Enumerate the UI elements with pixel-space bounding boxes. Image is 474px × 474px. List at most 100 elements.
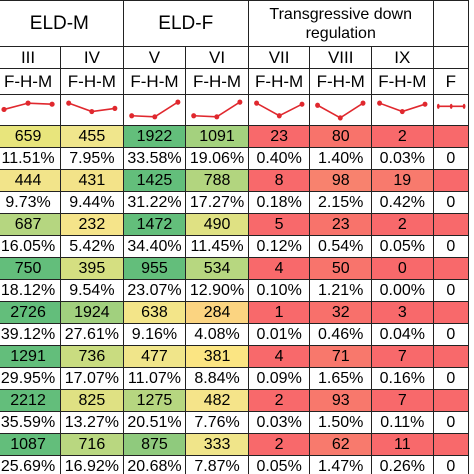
trend-sparkline [436,103,466,109]
percent-cell: 0 [432,455,470,474]
column-id: V [122,46,187,69]
trend-sparkline [1,100,55,112]
percent-cell: 0 [432,279,470,302]
percent-cell: 9.73% [0,191,62,214]
count-cell: 477 [122,345,187,368]
trend-point [151,113,157,119]
percent-cell: 0 [432,323,470,346]
count-cell: 2726 [0,301,62,324]
count-cell: 2212 [0,389,62,412]
count-cell: 1922 [122,125,187,148]
count-cell: 98 [309,169,373,192]
percent-cell: 0.09% [247,367,311,390]
percent-cell: 35.59% [0,411,62,434]
percent-cell: 0 [432,367,470,390]
percent-cell: 0.04% [371,323,434,346]
count-cell: 750 [0,257,62,280]
percent-row: 18.12% 9.54% 23.07% 12.90% 0.10% 1.21% 0.00% 0 [0,279,470,302]
trend-cell [60,94,124,126]
trend-point [399,108,405,114]
percent-cell: 0.05% [371,235,434,258]
count-cell: 1472 [122,213,187,236]
count-cell: 1924 [60,301,124,324]
percent-cell: 0.40% [247,147,311,170]
count-cell: 431 [60,169,124,192]
group-header-eld-f: ELD-F [122,0,249,47]
percent-cell: 16.05% [0,235,62,258]
count-cell: 482 [185,389,249,412]
percent-cell: 2.15% [309,191,373,214]
trend-cell [0,94,62,126]
percent-cell: 11.45% [185,235,249,258]
percent-cell: 0.05% [247,455,311,474]
percent-cell: 0 [432,235,470,258]
trend-point [276,112,282,118]
percent-cell: 5.42% [60,235,124,258]
percent-cell: 9.16% [122,323,187,346]
column-id: VI [185,46,249,69]
percent-row: 25.69% 16.92% 20.68% 7.87% 0.05% 1.47% 0.26% 0 [0,455,470,474]
trend-point [422,101,428,107]
subheader: F-H-M [371,68,434,95]
percent-cell: 1.65% [309,367,373,390]
percent-cell: 31.22% [122,191,187,214]
column-id-row: III IV V VI VII VIII IX [0,46,470,69]
count-cell: 62 [309,433,373,456]
count-cell: 444 [0,169,62,192]
percent-cell: 9.54% [60,279,124,302]
count-row: 1291 736 477 381 4 71 7 [0,345,470,368]
count-cell [432,433,470,456]
subheader: F-H-M [309,68,373,95]
count-cell: 7 [371,345,434,368]
percent-row: 35.59% 13.27% 20.51% 7.76% 0.03% 1.50% 0.11% 0 [0,411,470,434]
trend-point [338,114,344,120]
count-cell: 7 [371,389,434,412]
count-cell: 8 [247,169,311,192]
group-header-row: ELD-M ELD-F Transgressive down regulatio… [0,0,470,47]
count-cell: 1091 [185,125,249,148]
percent-cell: 0 [432,147,470,170]
count-cell [432,213,470,236]
count-cell: 2 [247,433,311,456]
column-id [432,46,470,69]
count-cell: 284 [185,301,249,324]
count-cell: 50 [309,257,373,280]
trend-point [315,102,321,108]
percent-cell: 16.92% [60,455,124,474]
count-cell: 2 [247,389,311,412]
percent-cell: 0.11% [371,411,434,434]
percent-cell: 0.01% [247,323,311,346]
count-cell: 955 [122,257,187,280]
count-cell: 80 [309,125,373,148]
percent-cell: 0.10% [247,279,311,302]
count-cell: 3 [371,301,434,324]
column-id: IX [371,46,434,69]
trend-point [462,103,466,109]
count-row: 1087 716 875 333 2 62 11 [0,433,470,456]
subheader: F-H-M [185,68,249,95]
percent-cell: 0.03% [247,411,311,434]
percent-cell: 23.07% [122,279,187,302]
column-id: IV [60,46,124,69]
trend-cell [185,94,249,126]
count-cell [432,345,470,368]
trend-cell [371,94,434,126]
percent-cell: 9.44% [60,191,124,214]
percent-row: 16.05% 5.42% 34.40% 11.45% 0.12% 0.54% 0.05% 0 [0,235,470,258]
subheader: F-H-M [0,68,62,95]
percent-cell: 0.12% [247,235,311,258]
percent-cell: 33.58% [122,147,187,170]
percent-row: 11.51% 7.95% 33.58% 19.06% 0.40% 1.40% 0.03% 0 [0,147,470,170]
count-row: 444 431 1425 788 8 98 19 [0,169,470,192]
trend-point [175,99,181,105]
column-id: VIII [309,46,373,69]
count-cell: 716 [60,433,124,456]
percent-cell: 1.47% [309,455,373,474]
trend-point [66,100,72,106]
subheader: F-H-M [122,68,187,95]
percent-cell: 29.95% [0,367,62,390]
trend-point [25,100,31,106]
percent-cell: 0.26% [371,455,434,474]
count-cell [432,257,470,280]
